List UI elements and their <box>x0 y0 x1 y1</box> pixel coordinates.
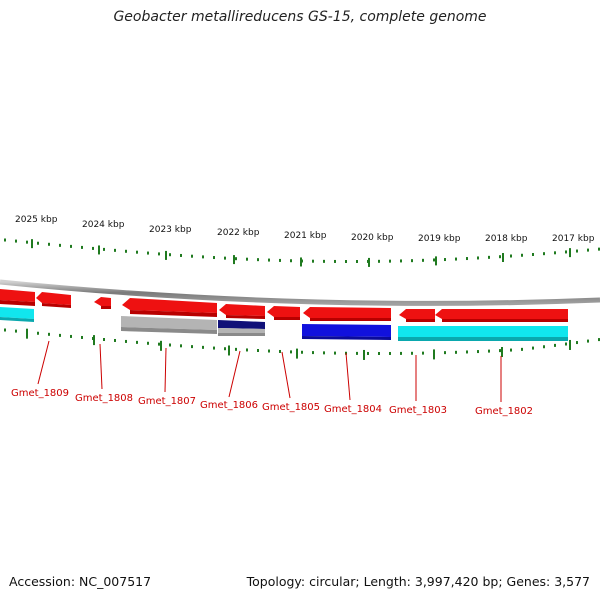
kbp-label-2020: 2020 kbp <box>351 233 394 243</box>
gene-label-gmet-1806[interactable]: Gmet_1806 <box>200 400 258 411</box>
cds-gmet-1804[interactable] <box>302 324 391 340</box>
cds-gmet-1806-navy[interactable] <box>218 320 265 329</box>
gene-label-gmet-1809[interactable]: Gmet_1809 <box>11 388 69 399</box>
kbp-label-2022: 2022 kbp <box>217 228 260 238</box>
outer-tick-ring <box>4 238 600 267</box>
kbp-label-2025: 2025 kbp <box>15 215 58 225</box>
gene-label-gmet-1803[interactable]: Gmet_1803 <box>389 405 447 416</box>
gene-gmet-1803-forward[interactable] <box>399 309 435 322</box>
map-title: Geobacter metallireducens GS-15, complet… <box>113 9 487 25</box>
cds-gmet-1806-gray[interactable] <box>218 328 265 336</box>
gene-gmet-1807-forward[interactable] <box>122 298 217 317</box>
gene-label-gmet-1802[interactable]: Gmet_1802 <box>475 406 533 417</box>
gene-label-gmet-1805[interactable]: Gmet_1805 <box>262 402 320 413</box>
kbp-label-2018: 2018 kbp <box>485 234 528 244</box>
leader-gmet-1804 <box>345 352 351 401</box>
leader-gmet-1808 <box>99 343 103 390</box>
kbp-label-2021: 2021 kbp <box>284 231 327 241</box>
gene-gmet-1805-forward[interactable] <box>267 306 300 320</box>
gene-gmet-1806-forward[interactable] <box>219 304 265 319</box>
cds-gmet-1807[interactable] <box>121 316 217 334</box>
gene-gmet-1804-forward[interactable] <box>303 307 391 321</box>
cds-gmet-1809[interactable] <box>0 307 34 322</box>
cds-gmet-1802[interactable] <box>398 326 568 341</box>
gene-label-gmet-1807[interactable]: Gmet_1807 <box>138 396 196 407</box>
genome-backbone <box>0 279 600 306</box>
kbp-label-2019: 2019 kbp <box>418 234 461 244</box>
gene-gmet-1809-forward[interactable] <box>0 289 35 306</box>
accession-text: Accession: NC_007517 <box>9 574 152 589</box>
gene-leader-lines <box>37 340 502 402</box>
genome-summary-text: Topology: circular; Length: 3,997,420 bp… <box>246 574 590 589</box>
cds-features <box>0 307 568 341</box>
inner-tick-ring <box>4 328 600 360</box>
leader-gmet-1806 <box>228 350 241 398</box>
leader-gmet-1807 <box>164 347 167 393</box>
forward-strand-genes <box>0 289 568 322</box>
leader-gmet-1805 <box>281 351 291 399</box>
kbp-label-2023: 2023 kbp <box>149 225 192 235</box>
gene-label-gmet-1808[interactable]: Gmet_1808 <box>75 393 133 404</box>
gene-gmet-1802-forward[interactable] <box>435 309 568 322</box>
kbp-label-2017: 2017 kbp <box>552 234 595 244</box>
gene-gmet-1807a-forward[interactable] <box>94 297 111 309</box>
gene-label-gmet-1804[interactable]: Gmet_1804 <box>324 404 382 415</box>
leader-gmet-1809 <box>37 340 50 385</box>
kbp-scale: 2025 kbp 2024 kbp 2023 kbp 2022 kbp 2021… <box>15 215 595 244</box>
gene-gmet-1808-forward[interactable] <box>36 292 71 308</box>
kbp-label-2024: 2024 kbp <box>82 220 125 230</box>
gene-labels: Gmet_1809 Gmet_1808 Gmet_1807 Gmet_1806 … <box>11 388 533 417</box>
